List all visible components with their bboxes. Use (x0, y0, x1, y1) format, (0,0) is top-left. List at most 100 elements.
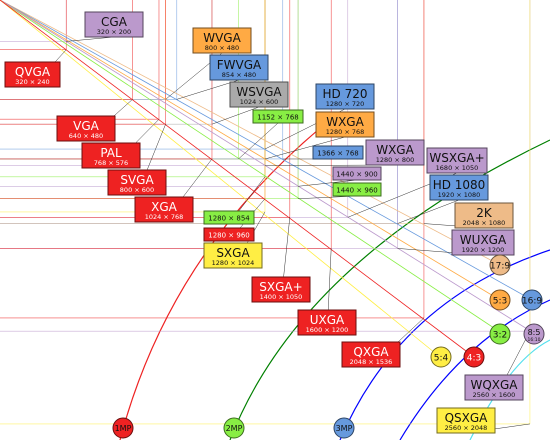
megapixel-mp1: 1MP (112, 417, 134, 439)
resolution-size: 320 × 200 (97, 28, 131, 36)
resolution-label-r1280854: 1280 × 854 (203, 210, 255, 225)
megapixel-circle (223, 417, 245, 439)
resolution-name: WQXGA (470, 378, 518, 392)
resolution-label-r1366: 1366 × 768 (312, 145, 364, 160)
megapixel-curve (119, 119, 331, 440)
resolution-size: 768 × 576 (94, 159, 128, 167)
resolution-box (81, 142, 141, 169)
resolution-box (192, 27, 252, 54)
aspect-ratio-sublabel: 16:10 (528, 337, 541, 343)
aspect-ratio-label: 4:3 (467, 354, 481, 364)
label-connector (264, 136, 346, 160)
resolution-size: 1280 × 720 (326, 100, 365, 108)
resolution-label-r1440900: 1440 × 900 (332, 166, 382, 181)
resolution-box (56, 115, 116, 142)
aspect-ratio-label: 17:9 (490, 262, 510, 272)
resolution-box (429, 174, 489, 201)
resolution-label-wsxgap: WSXGA+1680 × 1050 (426, 147, 488, 174)
resolution-box (332, 166, 382, 181)
resolution-size: 1600 × 1200 (306, 326, 349, 334)
resolution-label-r1440960: 1440 × 960 (332, 182, 382, 197)
resolution-box (84, 11, 144, 38)
resolution-size: 1152 × 768 (257, 114, 299, 122)
resolution-box (332, 182, 382, 197)
resolution-box (209, 54, 269, 81)
aspect-ratio-r3_2: 3:2 (489, 323, 511, 345)
aspect-ratio-label: 5:4 (434, 354, 449, 364)
megapixel-circle (333, 417, 355, 439)
resolution-name: WXGA (376, 143, 414, 157)
megapixel-label: 3MP (336, 424, 353, 433)
resolution-box (203, 210, 255, 225)
aspect-ratio-r8_5: 8:516:10 (523, 323, 545, 345)
resolution-box (252, 109, 304, 124)
megapixel-circle (112, 417, 134, 439)
resolution-size: 2048 × 1080 (463, 219, 506, 227)
resolution-box (436, 407, 496, 434)
label-connector (397, 199, 460, 224)
resolution-box (315, 111, 375, 138)
megapixel-label: 1MP (115, 424, 132, 433)
label-connector (211, 106, 260, 125)
resolution-name: PAL (100, 146, 122, 160)
aspect-ratio-circle (489, 289, 511, 311)
resolution-name: WSVGA (236, 85, 282, 99)
resolution-size: 1440 × 960 (336, 187, 378, 195)
resolution-name: WVGA (203, 31, 241, 45)
aspect-ratio-label: 3:2 (493, 331, 507, 341)
megapixel-mp2: 2MP (223, 417, 245, 439)
label-connector (176, 79, 240, 100)
resolution-size: 1680 × 1050 (436, 164, 479, 172)
resolution-size: 320 × 240 (15, 78, 49, 86)
aspect-ratio-line (0, 0, 441, 358)
resolution-box (297, 309, 357, 336)
resolution-name: QVGA (15, 65, 51, 79)
resolution-box (203, 227, 255, 242)
resolution-box (4, 61, 61, 88)
resolution-box (464, 374, 524, 401)
resolution-size: 1280 × 960 (208, 232, 250, 240)
aspect-ratio-markers: 17:9 16:9 5:3 3:2 8:516:10 5:4 4:3 (430, 254, 545, 368)
resolution-name: HD 720 (323, 87, 368, 101)
resolution-box (451, 229, 515, 256)
resolution-name: HD 1080 (433, 178, 486, 192)
resolution-size: 1280 × 854 (208, 215, 250, 223)
aspect-ratio-circle (523, 323, 545, 345)
aspect-ratio-r4_3: 4:3 (463, 346, 485, 368)
label-connector (238, 122, 279, 160)
megapixel-curve (339, 249, 550, 440)
resolution-box (341, 341, 401, 368)
resolution-size: 854 × 480 (222, 71, 256, 79)
resolution-name: FWVGA (217, 58, 262, 72)
resolution-size: 1920 × 1200 (462, 246, 505, 254)
aspect-ratio-r5_3: 5:3 (489, 289, 511, 311)
resolution-size: 1280 × 768 (326, 128, 365, 136)
megapixel-markers: 1MP 2MP 3MP (112, 417, 355, 439)
resolution-name: WXGA (326, 115, 364, 129)
resolution-size: 1366 × 768 (317, 150, 359, 158)
label-connector (66, 36, 115, 42)
aspect-ratio-r5_4: 5:4 (430, 346, 452, 368)
aspect-ratio-circle (521, 289, 543, 311)
resolution-size: 800 × 600 (120, 186, 154, 194)
aspect-ratio-circle (489, 323, 511, 345)
aspect-ratio-label: 8:5 (528, 328, 541, 337)
resolution-box (426, 147, 488, 174)
resolution-name: SXGA (216, 246, 250, 260)
resolution-name: QXGA (353, 345, 389, 359)
resolution-box (315, 83, 375, 110)
aspect-ratio-line (0, 0, 475, 358)
